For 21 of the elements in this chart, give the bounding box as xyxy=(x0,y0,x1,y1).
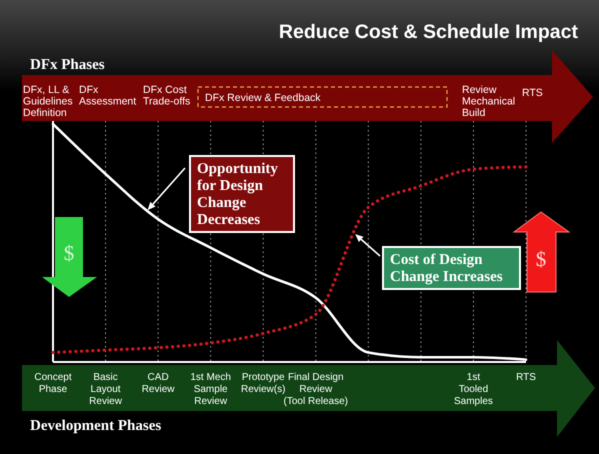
text: DFx, LL & Guidelines Definition xyxy=(23,84,73,119)
x-tick-label: Prototype Review(s) xyxy=(240,372,286,395)
text: Cost of Design Change Increases xyxy=(390,252,503,285)
x-axis-title: Development Phases xyxy=(30,418,162,434)
x-tick-label: Final Design Review (Tool Release) xyxy=(284,372,348,407)
x-tick-label: RTS xyxy=(516,372,536,383)
x-tick-label: Basic Layout Review xyxy=(89,372,123,407)
text: Review Mechanical Build xyxy=(462,84,516,119)
text: DFx Cost Trade-offs xyxy=(143,84,190,108)
x2-axis-title: DFx Phases xyxy=(30,57,105,73)
x-tick-label: 1st Mech Sample Review xyxy=(190,372,231,407)
x-tick-label: CAD Review xyxy=(142,372,176,395)
x-tick-label: 1st Tooled Samples xyxy=(454,372,493,407)
annotation: $ xyxy=(64,241,74,265)
x-tick-label: Concept Phase xyxy=(34,372,72,395)
text: RTS xyxy=(522,87,543,99)
chart-title: Reduce Cost & Schedule Impact xyxy=(278,21,578,43)
series-label: Opportunity for Design Change Decreases xyxy=(197,161,278,228)
text: DFx Assessment xyxy=(79,84,136,108)
text: $ xyxy=(536,247,546,271)
text: DFx Review & Feedback xyxy=(205,92,322,104)
